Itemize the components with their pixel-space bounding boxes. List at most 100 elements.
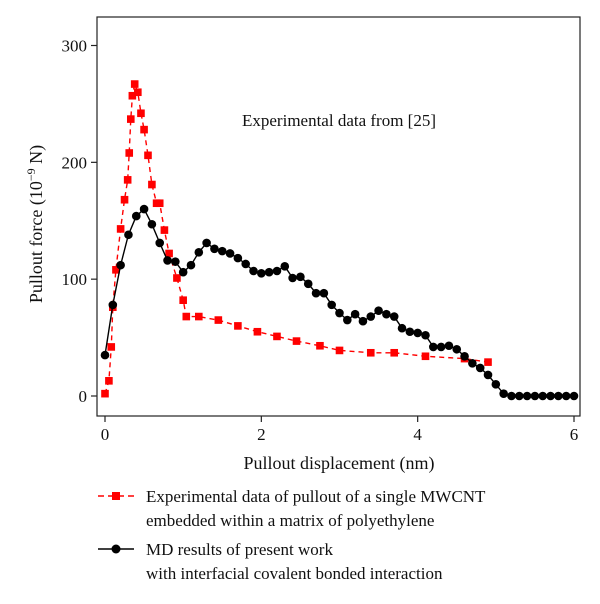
data-point-experimental: [484, 358, 492, 366]
data-point-md: [507, 391, 516, 401]
data-point-md: [100, 350, 110, 360]
data-point-experimental: [105, 377, 113, 385]
legend-label-md-line1: MD results of present work: [146, 540, 333, 559]
data-point-md: [468, 358, 477, 368]
data-point-md: [139, 204, 149, 214]
data-point-md: [366, 312, 376, 321]
data-point-experimental: [335, 346, 344, 355]
data-point-md: [421, 330, 430, 340]
data-point-experimental: [130, 80, 139, 88]
data-point-md: [452, 344, 462, 354]
y-axis-title-base: Pullout force (10: [26, 181, 47, 303]
data-point-md: [210, 244, 219, 254]
data-point-md: [413, 328, 422, 338]
y-tick-label-200: 200: [62, 153, 88, 172]
data-point-md: [561, 391, 571, 401]
data-point-experimental: [292, 337, 301, 345]
data-point-md: [163, 256, 172, 265]
data-point-md: [264, 267, 274, 277]
data-point-md: [358, 316, 368, 326]
legend-item-experimental: Experimental data of pullout of a single…: [98, 487, 486, 530]
data-point-md: [436, 342, 446, 352]
data-point-experimental: [160, 226, 169, 234]
data-point-md: [296, 272, 305, 282]
y-axis: 0 100 200 300: [62, 37, 97, 406]
y-tick-label-0: 0: [79, 387, 88, 406]
y-axis-title-unit: N): [26, 145, 47, 169]
data-point-experimental: [366, 348, 375, 357]
y-axis-title-exponent: −9: [24, 168, 38, 181]
data-point-md: [233, 253, 243, 263]
x-axis: 0 2 4 6: [101, 416, 579, 444]
data-point-experimental: [140, 125, 148, 134]
data-point-md: [389, 312, 399, 321]
data-point-md: [405, 327, 415, 337]
data-point-experimental: [155, 199, 164, 208]
data-point-md: [499, 389, 508, 398]
plot-area: [96, 16, 581, 417]
data-point-md: [116, 260, 125, 270]
data-point-md: [546, 391, 555, 401]
data-point-experimental: [120, 195, 129, 204]
data-point-experimental: [112, 266, 120, 274]
data-point-md: [249, 266, 258, 276]
data-point-md: [343, 315, 352, 325]
data-point-md: [178, 267, 188, 277]
data-point-md: [257, 269, 266, 278]
x-tick-label-6: 6: [570, 425, 579, 444]
data-point-md: [303, 279, 313, 289]
data-point-md: [444, 341, 454, 351]
x-axis-title: Pullout displacement (nm): [244, 453, 435, 474]
data-point-experimental: [116, 225, 125, 233]
data-point-md: [171, 257, 180, 266]
data-point-md: [217, 246, 227, 256]
data-point-experimental: [173, 274, 181, 282]
data-point-md: [108, 300, 118, 310]
data-point-md: [491, 380, 501, 389]
data-point-experimental: [179, 296, 187, 304]
series-line-md: [104, 207, 574, 397]
data-point-md: [460, 351, 469, 361]
y-tick-label-300: 300: [62, 37, 88, 56]
data-point-md: [288, 273, 297, 283]
data-point-experimental: [144, 151, 152, 160]
data-point-md: [272, 266, 282, 276]
data-point-experimental: [253, 327, 262, 336]
data-point-md: [374, 306, 383, 316]
legend-label-md-line2: with interfacial covalent bonded interac…: [146, 564, 443, 583]
legend-item-md: MD results of present work with interfac…: [98, 540, 443, 583]
data-point-experimental: [316, 341, 324, 350]
data-point-md: [280, 262, 290, 271]
data-point-experimental: [148, 180, 156, 189]
data-point-md: [429, 342, 438, 352]
x-tick-label-0: 0: [101, 425, 110, 444]
legend-label-experimental-line1: Experimental data of pullout of a single…: [146, 487, 486, 506]
data-point-experimental: [214, 316, 223, 324]
data-point-experimental: [107, 343, 116, 351]
data-point-md: [131, 211, 141, 221]
data-point-md: [554, 391, 563, 401]
x-tick-label-4: 4: [413, 425, 422, 444]
legend: Experimental data of pullout of a single…: [98, 487, 486, 583]
data-point-md: [311, 288, 321, 298]
data-point-md: [186, 260, 196, 270]
legend-swatch-marker-md: [111, 544, 121, 554]
data-point-md: [350, 309, 360, 319]
data-point-md: [522, 391, 532, 401]
chart-annotation: Experimental data from [25]: [242, 111, 436, 130]
y-axis-title: Pullout force (10−9 N): [24, 145, 47, 303]
data-point-experimental: [273, 332, 281, 341]
plot-frame: [96, 16, 581, 417]
data-point-md: [538, 391, 548, 401]
data-point-experimental: [126, 115, 135, 123]
data-point-md: [335, 308, 344, 318]
data-point-md: [397, 323, 407, 333]
data-point-md: [319, 288, 329, 298]
data-point-md: [194, 247, 204, 257]
data-point-md: [514, 391, 524, 401]
y-tick-label-100: 100: [62, 270, 88, 289]
data-point-md: [569, 391, 579, 401]
data-point-experimental: [137, 109, 145, 118]
data-point-md: [225, 249, 235, 258]
